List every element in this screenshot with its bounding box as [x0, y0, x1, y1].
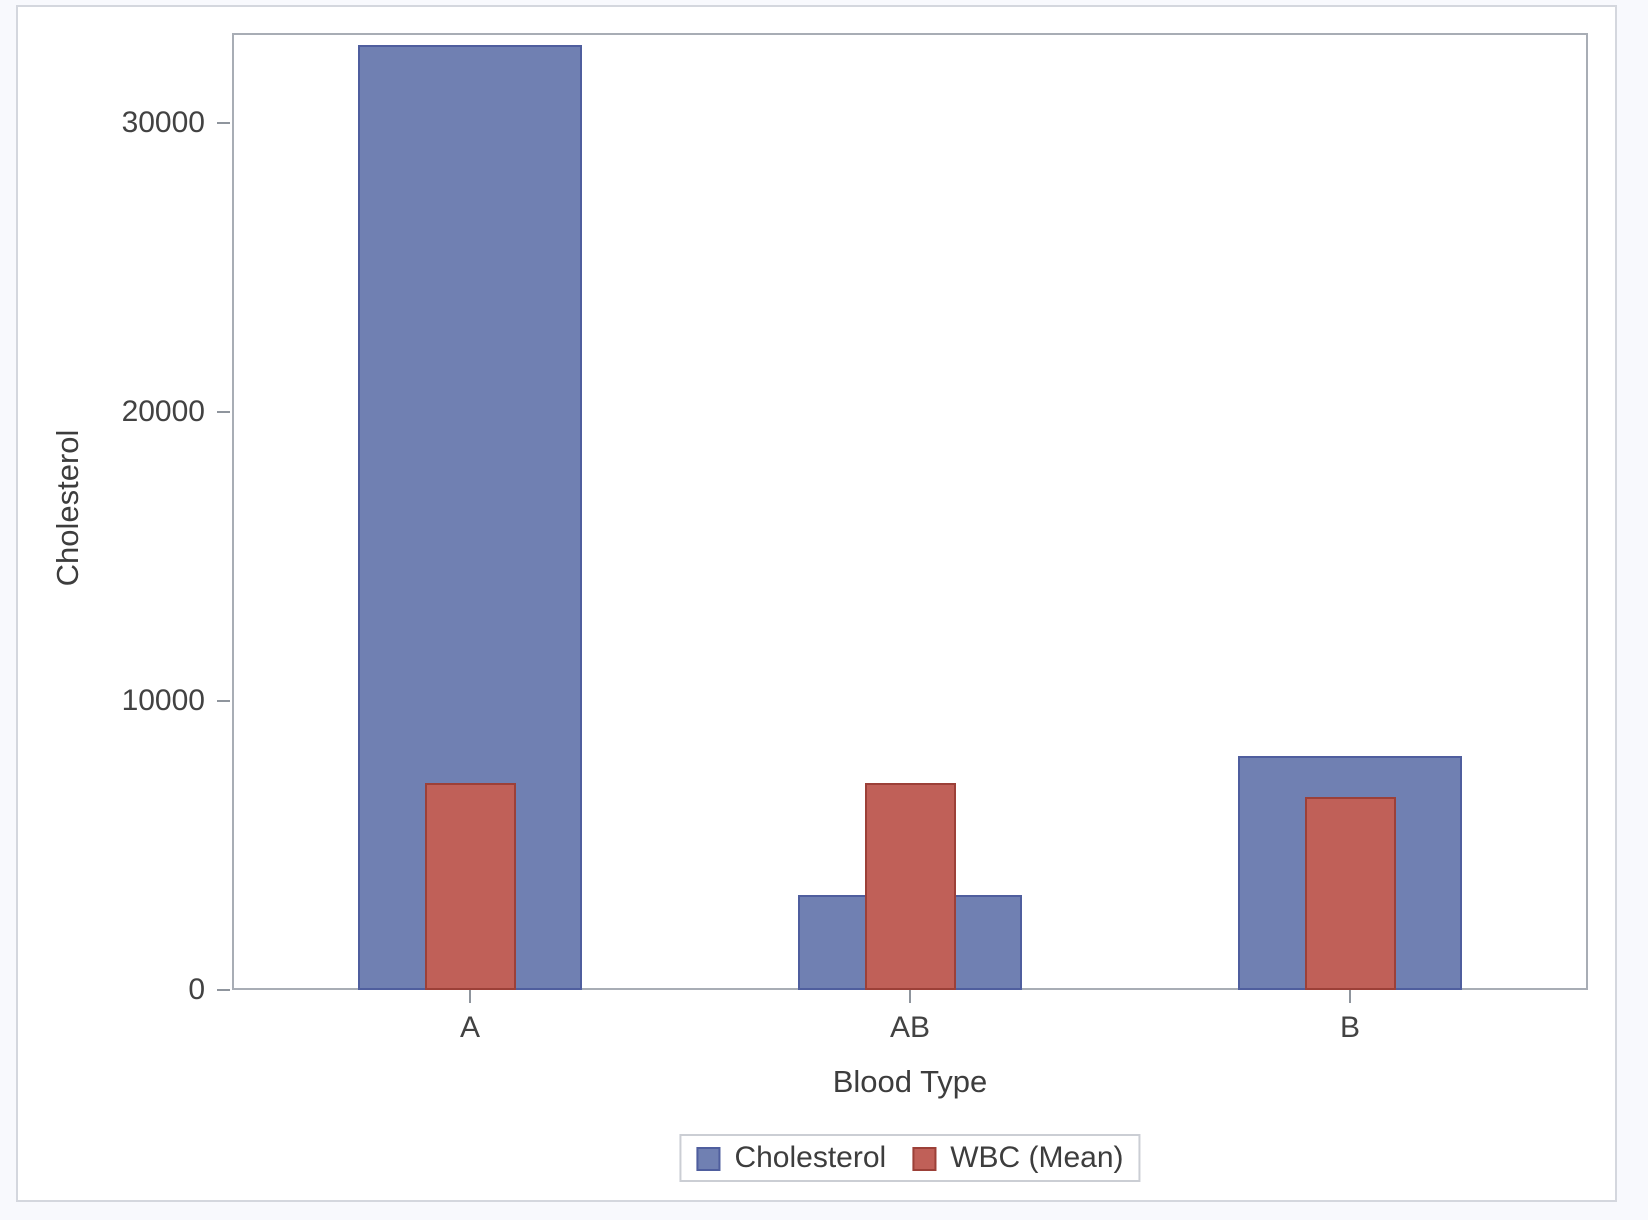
legend-swatch-wbc-mean-icon: [912, 1147, 937, 1171]
y-tick-mark-0: [217, 989, 230, 991]
bar-wbc-mean-b: [1304, 796, 1396, 990]
y-tick-mark-20000: [217, 410, 230, 413]
y-tick-label-20000: 20000: [121, 394, 205, 428]
x-tick-label-ab: AB: [889, 1011, 931, 1044]
legend-item-cholesterol: Cholesterol: [696, 1141, 886, 1175]
y-tick-mark-10000: [217, 699, 230, 702]
x-tick-label-b: B: [1339, 1011, 1360, 1044]
y-axis-title: Cholesterol: [50, 429, 85, 587]
x-tick-mark-b: [1349, 990, 1351, 1003]
bar-wbc-mean-a: [424, 782, 516, 990]
x-tick-label-a: A: [459, 1011, 480, 1044]
y-tick-label-0: 0: [188, 973, 205, 1006]
legend-label-wbc-mean: WBC (Mean): [950, 1141, 1124, 1174]
bar-wbc-mean-ab: [864, 782, 956, 990]
y-tick-label-30000: 30000: [121, 105, 205, 139]
x-tick-mark-a: [469, 990, 471, 1003]
legend: Cholesterol WBC (Mean): [679, 1134, 1141, 1182]
x-tick-mark-ab: [909, 990, 911, 1003]
y-tick-mark-30000: [217, 121, 230, 124]
legend-item-wbc-mean: WBC (Mean): [912, 1141, 1124, 1175]
legend-label-cholesterol: Cholesterol: [734, 1141, 887, 1174]
x-axis-title: Blood Type: [832, 1064, 988, 1099]
legend-swatch-cholesterol-icon: [696, 1147, 721, 1171]
y-tick-label-10000: 10000: [121, 683, 205, 717]
